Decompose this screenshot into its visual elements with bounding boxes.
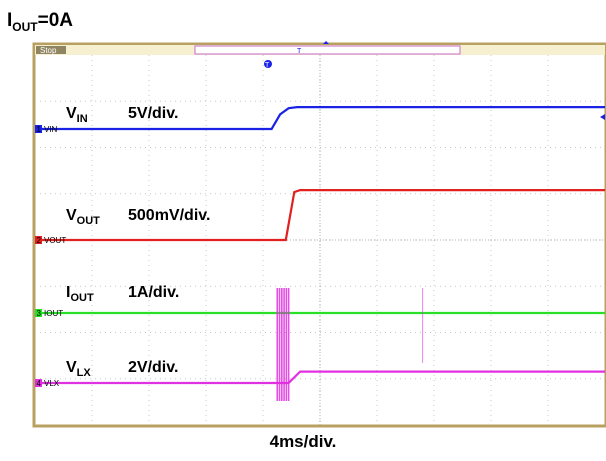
label-iout: IOUT (66, 284, 94, 304)
scale-vout: 500mV/div. (128, 207, 210, 224)
scale-iout: 1A/div. (128, 284, 179, 301)
traces (35, 106, 605, 401)
trigger-level-arrow (600, 114, 605, 120)
label-vout: VOUT (66, 207, 100, 227)
channel-tags: 1 VIN 2 VOUT 3 IOUT 4 VLX (35, 125, 66, 388)
channel-1-marker (35, 125, 42, 133)
trigger-marker-text: T (265, 62, 270, 69)
channel-tag-iout: IOUT (44, 309, 63, 318)
label-vlx: VLX (66, 359, 91, 379)
figure-title: IOUT=0A (7, 10, 74, 34)
trace-vout (35, 189, 605, 242)
trace-labels: VIN 5V/div. VOUT 500mV/div. IOUT 1A/div. VLX 2V… (66, 105, 210, 379)
record-window-indicator (194, 45, 461, 55)
status-box (36, 46, 66, 54)
channel-number: 2 (37, 236, 42, 245)
channel-2-marker (35, 236, 42, 244)
channel-tag-vlx: VLX (44, 379, 60, 388)
channel-4-marker (35, 379, 42, 387)
trigger-position-arrow (323, 41, 329, 44)
scale-vin: 5V/div. (128, 105, 178, 122)
trace-vin (35, 106, 605, 131)
channel-number: 1 (37, 125, 42, 134)
channel-number: 3 (37, 309, 42, 318)
x-axis-label: 4ms/div. (269, 432, 337, 451)
channel-3-marker (35, 309, 42, 317)
status-text: Stop (40, 46, 57, 55)
channel-tag-vin: VIN (44, 125, 58, 134)
channel-tag-vout: VOUT (44, 236, 66, 245)
label-vin: VIN (66, 105, 88, 125)
trigger-marker-icon (264, 60, 272, 68)
channel-number: 4 (37, 379, 42, 388)
window-trigger-marker: T (297, 48, 302, 55)
trace-vlx (35, 370, 605, 385)
scale-vlx: 2V/div. (128, 359, 178, 376)
